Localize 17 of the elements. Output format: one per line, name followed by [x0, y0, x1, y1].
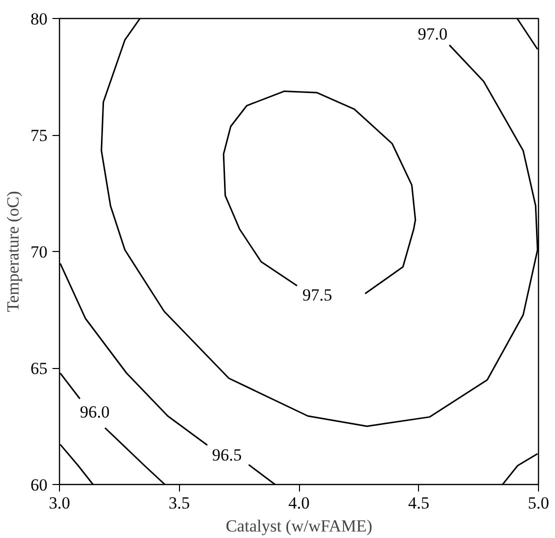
x-axis-title: Catalyst (w/wFAME)	[226, 516, 372, 536]
x-tick-label: 4.5	[408, 494, 430, 512]
x-tick-label: 5.0	[528, 494, 550, 512]
y-tick-label: 65	[30, 359, 48, 378]
y-tick-label: 70	[30, 242, 48, 262]
y-tick-label: 80	[30, 10, 48, 28]
series-label: 97.5	[302, 285, 332, 304]
series-label: 96.0	[80, 402, 110, 422]
x-tick-label: 3.5	[168, 494, 190, 512]
y-tick-label: 75	[30, 126, 48, 145]
x-tick-label: 3.0	[48, 494, 70, 512]
series-label: 96.5	[212, 445, 242, 464]
x-tick-label: 4.0	[288, 494, 310, 512]
series-label: 97.0	[418, 24, 448, 44]
y-tick-label: 60	[30, 476, 48, 494]
line-series	[60, 262, 208, 446]
y-axis-title: Temperature (oC)	[4, 190, 22, 312]
